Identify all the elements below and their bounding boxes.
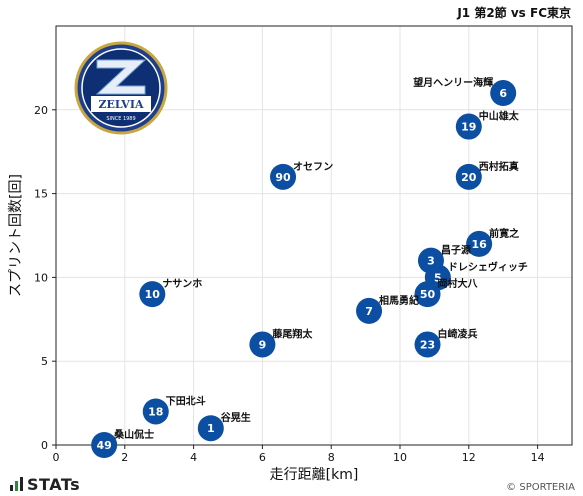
- point-number: 9: [259, 338, 267, 351]
- point-number: 3: [427, 255, 435, 268]
- point-marker: [249, 331, 276, 358]
- point-marker: [91, 432, 118, 458]
- x-tick-label: 2: [121, 451, 128, 464]
- point-marker: [455, 163, 482, 190]
- team-crest-icon: ZELVIA SINCE 1989: [74, 41, 168, 135]
- match-title: J1 第2節 vs FC東京: [457, 6, 571, 20]
- point-marker: [490, 80, 517, 107]
- x-tick-label: 0: [53, 451, 60, 464]
- data-point: 7 相馬勇紀: [356, 294, 419, 324]
- x-tick-label: 6: [259, 451, 266, 464]
- y-tick-label: 10: [34, 271, 48, 284]
- y-tick-label: 20: [34, 104, 48, 117]
- y-tick-label: 5: [41, 355, 48, 368]
- point-number: 20: [461, 171, 477, 184]
- point-label: 昌子源: [441, 244, 471, 257]
- point-number: 10: [145, 288, 161, 301]
- point-marker: [455, 113, 482, 140]
- data-point: 1 谷晃生: [197, 411, 251, 442]
- point-label: オセフン: [293, 161, 333, 173]
- data-point: 6 望月ヘンリー海輝: [413, 76, 517, 107]
- point-marker: [139, 281, 166, 308]
- point-marker: [356, 297, 383, 324]
- point-number: 49: [97, 439, 112, 452]
- point-label: 岡村大八: [438, 277, 479, 290]
- point-label: ナサンホ: [162, 278, 202, 290]
- point-number: 5: [434, 271, 442, 284]
- point-label: 中山雄太: [479, 110, 520, 123]
- point-marker: [142, 398, 169, 425]
- point-label: ドレシェヴィッチ: [448, 260, 528, 273]
- point-number: 18: [148, 405, 163, 418]
- point-marker: [270, 163, 297, 190]
- data-points: 6望月ヘンリー海輝19中山雄太90オセフン20西村拓真16前寛之3昌子源5ドレシ…: [91, 76, 528, 458]
- point-label: 望月ヘンリー海輝: [413, 76, 493, 89]
- crest-text: ZELVIA: [98, 98, 144, 111]
- data-point: 9 藤尾翔太: [249, 327, 313, 358]
- x-tick-label: 4: [190, 451, 197, 464]
- x-tick-label: 14: [531, 451, 545, 464]
- stats-brand: STATs: [10, 474, 81, 494]
- point-marker: [197, 415, 224, 442]
- point-marker: [414, 331, 441, 358]
- point-label: 白崎凌兵: [438, 327, 478, 340]
- point-marker: [466, 230, 493, 257]
- point-label: 谷晃生: [221, 411, 251, 424]
- x-tick-label: 12: [462, 451, 476, 464]
- point-number: 16: [471, 238, 487, 251]
- plot-frame: [55, 25, 573, 446]
- point-label: 桑山侃士: [113, 428, 154, 441]
- point-number: 6: [499, 87, 507, 100]
- point-number: 50: [420, 288, 436, 301]
- point-label: 前寛之: [489, 227, 519, 240]
- stats-bars-icon: [10, 477, 23, 491]
- copyright: © SPORTERIA: [506, 482, 575, 493]
- point-number: 90: [275, 171, 291, 184]
- grid-lines: [55, 26, 572, 446]
- y-axis-label: スプリント回数[回]: [8, 174, 24, 297]
- point-label: 西村拓真: [479, 160, 519, 173]
- point-label: 下田北斗: [166, 394, 206, 407]
- x-tick-label: 8: [328, 451, 335, 464]
- point-number: 23: [420, 338, 435, 351]
- point-label: 相馬勇紀: [379, 294, 419, 307]
- point-label: 藤尾翔太: [272, 327, 313, 340]
- x-axis-label: 走行距離[km]: [270, 466, 359, 483]
- crest-since: SINCE 1989: [106, 116, 135, 122]
- x-tick-label: 10: [393, 451, 407, 464]
- y-tick-label: 0: [41, 439, 48, 452]
- point-marker: [414, 281, 441, 308]
- point-number: 1: [207, 422, 215, 435]
- point-number: 7: [365, 305, 373, 318]
- brand-name: STATs: [27, 474, 81, 494]
- point-number: 19: [461, 121, 476, 134]
- y-tick-label: 15: [34, 188, 48, 201]
